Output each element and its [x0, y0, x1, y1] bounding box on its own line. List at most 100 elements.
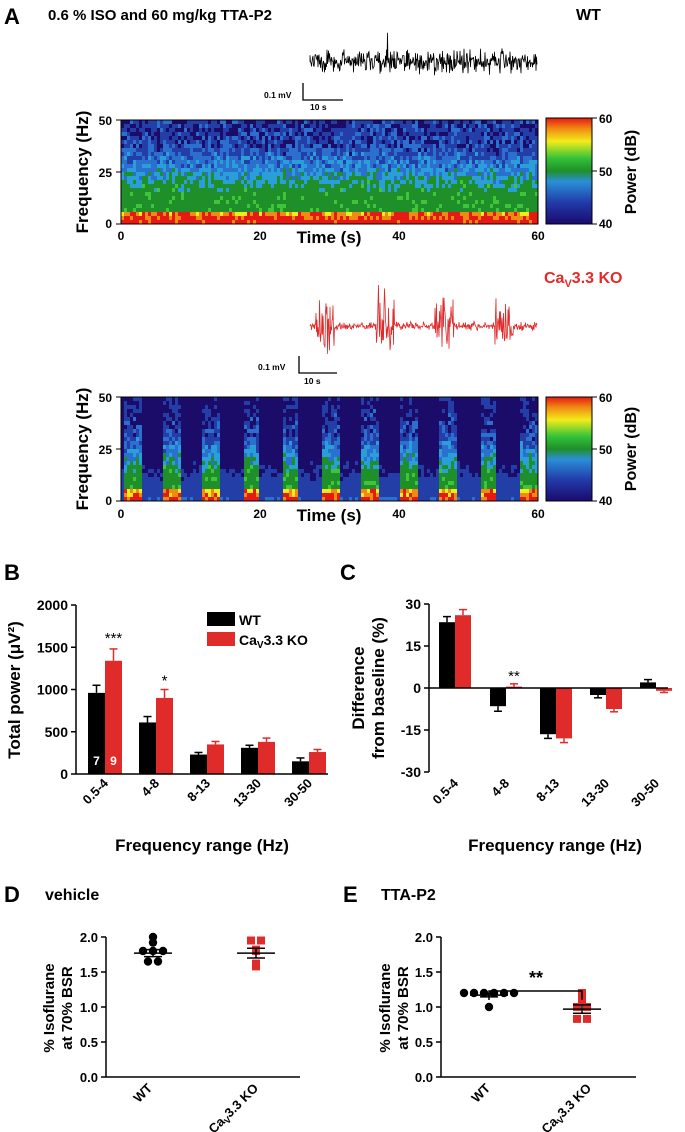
- spectrogram-cell: [448, 220, 451, 224]
- spectrogram-cell: [442, 409, 445, 413]
- wt-scale-bar: 0.1 mV 10 s: [264, 83, 343, 112]
- spectrogram-cell: [322, 204, 325, 208]
- spectrogram-cell: [160, 485, 163, 489]
- spectrogram-cell: [184, 188, 187, 192]
- spectrogram-cell: [133, 192, 136, 196]
- spectrogram-cell: [160, 164, 163, 168]
- spectrogram-cell: [184, 132, 187, 136]
- spectrogram-cell: [313, 160, 316, 164]
- spectrogram-cell: [343, 477, 346, 481]
- spectrogram-cell: [292, 160, 295, 164]
- spectrogram-cell: [325, 180, 328, 184]
- spectrogram-cell: [172, 144, 175, 148]
- spectrogram-cell: [409, 204, 412, 208]
- spectrogram-cell: [202, 429, 205, 433]
- spectrogram-cell: [346, 212, 349, 216]
- spectrogram-cell: [337, 489, 340, 493]
- spectrogram-cell: [364, 441, 367, 445]
- spectrogram-cell: [169, 180, 172, 184]
- spectrogram-cell: [307, 152, 310, 156]
- spectrogram-cell: [469, 473, 472, 477]
- spectrogram-cell: [433, 204, 436, 208]
- spectrogram-cell: [238, 188, 241, 192]
- spectrogram-cell: [283, 176, 286, 180]
- spectrogram-cell: [235, 208, 238, 212]
- spectrogram-cell: [361, 497, 364, 501]
- spectrogram-cell: [208, 192, 211, 196]
- spectrogram-cell: [451, 140, 454, 144]
- spectrogram-cell: [454, 124, 457, 128]
- spectrogram-cell: [292, 168, 295, 172]
- spectrogram-cell: [289, 156, 292, 160]
- spectrogram-cell: [268, 180, 271, 184]
- spectrogram-cell: [274, 485, 277, 489]
- spectrogram-cell: [250, 176, 253, 180]
- spectrogram-cell: [439, 493, 442, 497]
- spectrogram-cell: [142, 160, 145, 164]
- spectrogram-cell: [289, 220, 292, 224]
- spectrogram-cell: [196, 493, 199, 497]
- spectrogram-cell: [256, 473, 259, 477]
- spectrogram-cell: [211, 417, 214, 421]
- spectrogram-cell: [193, 220, 196, 224]
- spectrogram-cell: [484, 204, 487, 208]
- spectrogram-cell: [454, 417, 457, 421]
- spectrogram-cell: [478, 128, 481, 132]
- spectrogram-cell: [379, 148, 382, 152]
- spectrogram-cell: [445, 212, 448, 216]
- spectrogram-cell: [244, 184, 247, 188]
- spectrogram-cell: [502, 200, 505, 204]
- spectrogram-cell: [124, 413, 127, 417]
- spectrogram-cell: [379, 140, 382, 144]
- spectrogram-cell: [415, 196, 418, 200]
- spectrogram-cell: [385, 148, 388, 152]
- spectrogram-cell: [133, 457, 136, 461]
- spectrogram-cell: [367, 469, 370, 473]
- spectrogram-cell: [199, 164, 202, 168]
- spectrogram-cell: [160, 172, 163, 176]
- spectrogram-cell: [325, 208, 328, 212]
- spectrogram-cell: [385, 216, 388, 220]
- spectrogram-cell: [463, 124, 466, 128]
- spectrogram-cell: [472, 204, 475, 208]
- spectrogram-cell: [199, 469, 202, 473]
- spectrogram-cell: [412, 188, 415, 192]
- spectrogram-cell: [190, 124, 193, 128]
- spectrogram-cell: [511, 172, 514, 176]
- spectrogram-cell: [283, 192, 286, 196]
- spectrogram-cell: [133, 445, 136, 449]
- spectrogram-cell: [235, 481, 238, 485]
- spectrogram-cell: [439, 204, 442, 208]
- spectrogram-cell: [463, 212, 466, 216]
- spectrogram-cell: [190, 184, 193, 188]
- spectrogram-cell: [193, 216, 196, 220]
- spectrogram-cell: [226, 156, 229, 160]
- spectrogram-cell: [286, 152, 289, 156]
- ko-scale-bar: 0.1 mV 10 s: [258, 356, 337, 386]
- spectrogram-cell: [349, 180, 352, 184]
- spectrogram-cell: [142, 192, 145, 196]
- spectrogram-cell: [148, 208, 151, 212]
- spectrogram-cell: [244, 489, 247, 493]
- spectrogram-cell: [127, 140, 130, 144]
- spectrogram-cell: [244, 485, 247, 489]
- spectrogram-cell: [430, 208, 433, 212]
- spectrogram-cell: [370, 180, 373, 184]
- spectrogram-cell: [403, 160, 406, 164]
- spectrogram-cell: [442, 140, 445, 144]
- spectrogram-cell: [445, 200, 448, 204]
- spectrogram-cell: [145, 188, 148, 192]
- spectrogram-cell: [337, 196, 340, 200]
- spectrogram-cell: [346, 220, 349, 224]
- spectrogram-cell: [331, 489, 334, 493]
- spectrogram-cell: [217, 429, 220, 433]
- spectrogram-cell: [193, 152, 196, 156]
- spectrogram-cell: [499, 160, 502, 164]
- spectrogram-cell: [187, 208, 190, 212]
- spectrogram-cell: [310, 136, 313, 140]
- spectrogram-cell: [292, 497, 295, 501]
- spectrogram-cell: [211, 160, 214, 164]
- spectrogram-cell: [226, 176, 229, 180]
- spectrogram-cell: [166, 497, 169, 501]
- spectrogram-cell: [295, 425, 298, 429]
